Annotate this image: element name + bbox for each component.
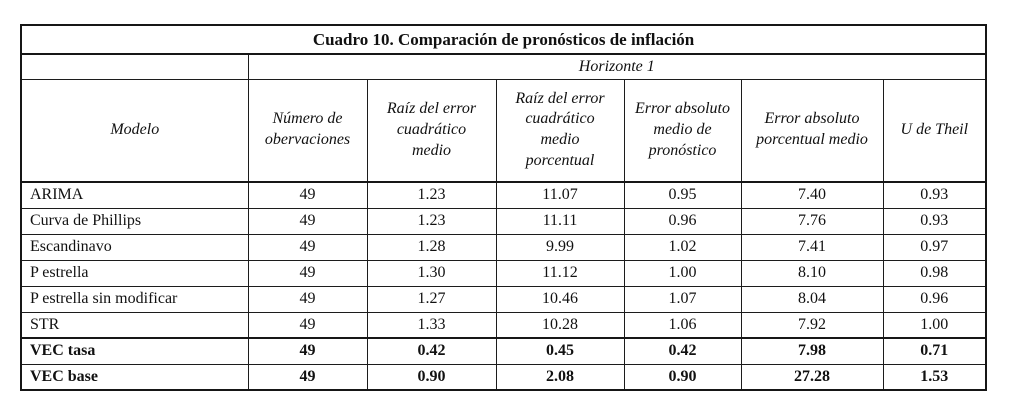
col-header-error-absoluto-porcentual: Error absoluto porcentual medio — [740, 78, 884, 183]
row-vec-tasa: VEC tasa 49 0.42 0.45 0.42 7.98 0.71 — [20, 337, 987, 365]
value-cell: 0.93 — [882, 181, 987, 209]
value-cell: 0.71 — [882, 337, 987, 365]
model-cell: ARIMA — [20, 181, 249, 209]
value-cell: 1.28 — [366, 233, 497, 261]
value-cell: 10.46 — [495, 285, 625, 313]
row-arima: ARIMA 49 1.23 11.07 0.95 7.40 0.93 — [20, 181, 987, 209]
value-cell: 0.95 — [623, 181, 742, 209]
value-cell: 0.42 — [623, 337, 742, 365]
col-header-error-absoluto-medio: Error absoluto medio de pronóstico — [623, 78, 742, 183]
value-cell: 27.28 — [740, 363, 884, 391]
row-p-estrella: P estrella 49 1.30 11.12 1.00 8.10 0.98 — [20, 259, 987, 287]
value-cell: 0.45 — [495, 337, 625, 365]
value-cell: 1.07 — [623, 285, 742, 313]
column-header-row: Modelo Número de obervaciones Raíz del e… — [20, 78, 987, 183]
row-escandinavo: Escandinavo 49 1.28 9.99 1.02 7.41 0.97 — [20, 233, 987, 261]
col-header-rmse: Raíz del error cuadrático medio — [366, 78, 497, 183]
value-cell: 0.42 — [366, 337, 497, 365]
col-header-u-de-theil: U de Theil — [882, 78, 987, 183]
value-cell: 7.40 — [740, 181, 884, 209]
value-cell: 0.90 — [366, 363, 497, 391]
value-cell: 1.27 — [366, 285, 497, 313]
value-cell: 2.08 — [495, 363, 625, 391]
row-p-estrella-sin-modificar: P estrella sin modificar 49 1.27 10.46 1… — [20, 285, 987, 313]
horizon-label: Horizonte 1 — [247, 53, 987, 80]
col-header-modelo: Modelo — [20, 78, 249, 183]
value-cell: 49 — [247, 363, 368, 391]
row-vec-base: VEC base 49 0.90 2.08 0.90 27.28 1.53 — [20, 363, 987, 391]
model-cell: Escandinavo — [20, 233, 249, 261]
empty-cell — [20, 53, 249, 80]
value-cell: 1.06 — [623, 311, 742, 339]
model-cell: VEC tasa — [20, 337, 249, 365]
value-cell: 11.12 — [495, 259, 625, 287]
value-cell: 9.99 — [495, 233, 625, 261]
value-cell: 0.93 — [882, 207, 987, 235]
value-cell: 1.00 — [882, 311, 987, 339]
value-cell: 7.92 — [740, 311, 884, 339]
value-cell: 49 — [247, 259, 368, 287]
value-cell: 0.96 — [882, 285, 987, 313]
value-cell: 1.53 — [882, 363, 987, 391]
value-cell: 8.04 — [740, 285, 884, 313]
col-header-num-observaciones: Número de obervaciones — [247, 78, 368, 183]
value-cell: 0.98 — [882, 259, 987, 287]
value-cell: 11.07 — [495, 181, 625, 209]
value-cell: 49 — [247, 285, 368, 313]
value-cell: 1.23 — [366, 207, 497, 235]
col-header-rmse-porcentual: Raíz del error cuadrático medio porcentu… — [495, 78, 625, 183]
value-cell: 7.98 — [740, 337, 884, 365]
inflation-forecast-comparison-table: Cuadro 10. Comparación de pronósticos de… — [20, 24, 988, 391]
value-cell: 0.90 — [623, 363, 742, 391]
value-cell: 10.28 — [495, 311, 625, 339]
value-cell: 1.23 — [366, 181, 497, 209]
row-curva-de-phillips: Curva de Phillips 49 1.23 11.11 0.96 7.7… — [20, 207, 987, 235]
value-cell: 1.30 — [366, 259, 497, 287]
model-cell: P estrella sin modificar — [20, 285, 249, 313]
value-cell: 1.33 — [366, 311, 497, 339]
value-cell: 49 — [247, 181, 368, 209]
value-cell: 1.02 — [623, 233, 742, 261]
value-cell: 49 — [247, 207, 368, 235]
value-cell: 7.76 — [740, 207, 884, 235]
horizon-row: Horizonte 1 — [20, 53, 987, 80]
value-cell: 49 — [247, 233, 368, 261]
value-cell: 1.00 — [623, 259, 742, 287]
table-title-row: Cuadro 10. Comparación de pronósticos de… — [20, 24, 987, 55]
value-cell: 49 — [247, 337, 368, 365]
table-title: Cuadro 10. Comparación de pronósticos de… — [20, 24, 987, 55]
model-cell: Curva de Phillips — [20, 207, 249, 235]
model-cell: P estrella — [20, 259, 249, 287]
model-cell: VEC base — [20, 363, 249, 391]
value-cell: 8.10 — [740, 259, 884, 287]
value-cell: 0.97 — [882, 233, 987, 261]
value-cell: 49 — [247, 311, 368, 339]
row-str: STR 49 1.33 10.28 1.06 7.92 1.00 — [20, 311, 987, 339]
model-cell: STR — [20, 311, 249, 339]
value-cell: 0.96 — [623, 207, 742, 235]
value-cell: 11.11 — [495, 207, 625, 235]
value-cell: 7.41 — [740, 233, 884, 261]
